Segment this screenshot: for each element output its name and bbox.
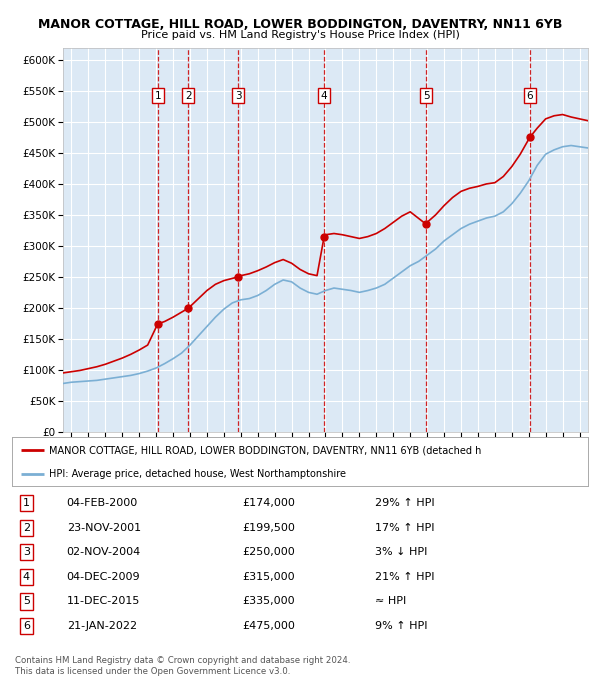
Text: 5: 5 bbox=[423, 90, 430, 101]
Text: £335,000: £335,000 bbox=[242, 596, 295, 607]
Text: 6: 6 bbox=[526, 90, 533, 101]
Text: 23-NOV-2001: 23-NOV-2001 bbox=[67, 523, 141, 532]
Text: 17% ↑ HPI: 17% ↑ HPI bbox=[375, 523, 434, 532]
Text: £174,000: £174,000 bbox=[242, 498, 295, 508]
Text: 4: 4 bbox=[23, 572, 30, 582]
Text: 29% ↑ HPI: 29% ↑ HPI bbox=[375, 498, 434, 508]
Text: MANOR COTTAGE, HILL ROAD, LOWER BODDINGTON, DAVENTRY, NN11 6YB (detached h: MANOR COTTAGE, HILL ROAD, LOWER BODDINGT… bbox=[49, 445, 482, 456]
Text: Price paid vs. HM Land Registry's House Price Index (HPI): Price paid vs. HM Land Registry's House … bbox=[140, 31, 460, 40]
Text: 21% ↑ HPI: 21% ↑ HPI bbox=[375, 572, 434, 582]
Text: 9% ↑ HPI: 9% ↑ HPI bbox=[375, 621, 427, 631]
Text: HPI: Average price, detached house, West Northamptonshire: HPI: Average price, detached house, West… bbox=[49, 469, 346, 479]
Text: 2: 2 bbox=[185, 90, 191, 101]
Text: 21-JAN-2022: 21-JAN-2022 bbox=[67, 621, 137, 631]
Text: 4: 4 bbox=[321, 90, 328, 101]
Text: This data is licensed under the Open Government Licence v3.0.: This data is licensed under the Open Gov… bbox=[15, 666, 290, 676]
Text: 11-DEC-2015: 11-DEC-2015 bbox=[67, 596, 140, 607]
Text: 1: 1 bbox=[154, 90, 161, 101]
Text: 3: 3 bbox=[23, 547, 30, 558]
Text: £199,500: £199,500 bbox=[242, 523, 295, 532]
Text: 04-DEC-2009: 04-DEC-2009 bbox=[67, 572, 140, 582]
Text: 3% ↓ HPI: 3% ↓ HPI bbox=[375, 547, 427, 558]
Text: ≈ HPI: ≈ HPI bbox=[375, 596, 406, 607]
Text: Contains HM Land Registry data © Crown copyright and database right 2024.: Contains HM Land Registry data © Crown c… bbox=[15, 656, 350, 666]
Text: 6: 6 bbox=[23, 621, 30, 631]
Text: £315,000: £315,000 bbox=[242, 572, 295, 582]
Text: MANOR COTTAGE, HILL ROAD, LOWER BODDINGTON, DAVENTRY, NN11 6YB: MANOR COTTAGE, HILL ROAD, LOWER BODDINGT… bbox=[38, 18, 562, 31]
Text: £475,000: £475,000 bbox=[242, 621, 295, 631]
Text: 3: 3 bbox=[235, 90, 241, 101]
Text: 02-NOV-2004: 02-NOV-2004 bbox=[67, 547, 141, 558]
Text: 04-FEB-2000: 04-FEB-2000 bbox=[67, 498, 138, 508]
Text: 1: 1 bbox=[23, 498, 30, 508]
Text: 2: 2 bbox=[23, 523, 30, 532]
Text: £250,000: £250,000 bbox=[242, 547, 295, 558]
Text: 5: 5 bbox=[23, 596, 30, 607]
